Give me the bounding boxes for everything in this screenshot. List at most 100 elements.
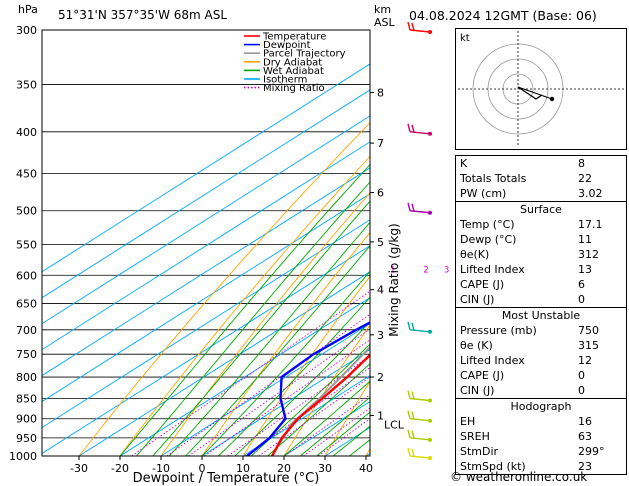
dry-adiabat: [242, 275, 370, 456]
wet-adiabat: [136, 181, 370, 456]
index-value: 22: [578, 172, 592, 185]
x-tick-label: 20: [277, 462, 291, 475]
most-unstable-value: 750: [578, 324, 599, 337]
hodograph-stat-label: StmSpd (kt): [460, 460, 526, 473]
isotherm: [42, 63, 370, 273]
location-title: 51°31'N 357°35'W 68m ASL: [58, 8, 228, 22]
storm-motion-point: [549, 96, 555, 102]
most-unstable-row: CIN (J) 0: [456, 383, 626, 398]
index-label: PW (cm): [460, 187, 507, 200]
hodograph-stat-value: 23: [578, 460, 592, 473]
temperature-line: [271, 353, 370, 456]
most-unstable-label: CIN (J): [460, 384, 495, 397]
isotherm: [42, 141, 370, 351]
height-tick-label: 8: [377, 87, 384, 100]
most-unstable-value: 0: [578, 369, 585, 382]
mixing-ratio-label: 1: [390, 265, 395, 275]
most-unstable-value: 0: [578, 384, 585, 397]
legend-label: Mixing Ratio: [263, 83, 325, 94]
lcl-label: LCL: [384, 419, 405, 432]
pressure-tick-label: 650: [16, 298, 37, 311]
surface-value: 17.1: [578, 218, 603, 231]
pressure-unit: hPa: [18, 3, 38, 16]
most-unstable-label: Pressure (mb): [460, 324, 537, 337]
hodograph-stat-row: StmSpd (kt) 23: [456, 459, 626, 474]
hodograph-stat-label: StmDir: [460, 445, 499, 458]
dewpoint-line: [246, 321, 370, 456]
x-tick-label: -30: [70, 462, 88, 475]
most-unstable-row: θe (K) 315: [456, 338, 626, 353]
surface-value: 0: [578, 293, 585, 306]
isotherm: [42, 89, 370, 299]
x-tick-label: 10: [236, 462, 250, 475]
surface-label: CAPE (J): [460, 278, 505, 291]
surface-title: Surface: [520, 203, 562, 216]
most-unstable-value: 315: [578, 339, 599, 352]
legend-label: Wet Adiabat: [263, 66, 324, 77]
storm-motion-vector: [517, 86, 553, 100]
surface-label: Dewp (°C): [460, 233, 517, 246]
height-tick-label: 2: [377, 371, 384, 384]
pressure-tick-label: 1000: [9, 450, 37, 463]
hodograph-unit: kt: [460, 33, 470, 44]
height-tick-label: 6: [377, 187, 384, 200]
hodograph-stats-title: Hodograph: [510, 400, 572, 413]
surface-label: Lifted Index: [460, 263, 525, 276]
surface-row: θe(K) 312: [456, 247, 626, 262]
height-tick-label: 1: [377, 410, 384, 423]
height-tick-label: 7: [377, 137, 384, 150]
datetime-title: 04.08.2024 12GMT (Base: 06): [409, 8, 597, 23]
legend-label: Isotherm: [263, 75, 307, 86]
wind-barb: [407, 429, 432, 442]
isotherm: [42, 245, 370, 454]
mixing-ratio-line: [188, 328, 370, 456]
dry-adiabat: [119, 155, 370, 456]
x-tick-label: -20: [111, 462, 129, 475]
skewt-chart: 1234681015202530035040045050055060065070…: [9, 21, 450, 486]
height-unit-asl: ASL: [374, 16, 395, 29]
hodograph-stat-row: StmDir 299°: [456, 444, 626, 459]
mixing-ratio-line: [131, 290, 370, 456]
most-unstable-row: Lifted Index 12: [456, 353, 626, 368]
wet-adiabat: [300, 396, 370, 456]
pressure-tick-label: 450: [16, 167, 37, 180]
wet-adiabat: [218, 296, 370, 456]
wet-adiabat: [201, 270, 370, 456]
isotherm: [407, 30, 450, 456]
surface-label: Temp (°C): [460, 218, 515, 231]
wet-adiabat: [234, 321, 370, 456]
surface-row: CAPE (J) 6: [456, 277, 626, 292]
indices-panel: K 8 Totals Totals 22 PW (cm) 3.02 Surface Tem…: [455, 155, 627, 475]
height-unit: km: [374, 3, 392, 16]
dry-adiabat: [448, 30, 450, 456]
most-unstable-label: θe (K): [460, 339, 493, 352]
surface-row: Dewp (°C) 11: [456, 232, 626, 247]
index-row: PW (cm) 3.02: [456, 186, 626, 201]
dry-adiabat: [78, 122, 370, 456]
dry-adiabat: [407, 30, 450, 456]
wet-adiabat: [152, 200, 370, 456]
hodograph: kt: [455, 28, 627, 150]
wind-barb: [407, 410, 432, 423]
surface-value: 11: [578, 233, 592, 246]
x-tick-label: 40: [359, 462, 373, 475]
wind-barb: [407, 21, 432, 34]
surface-row: Lifted Index 13: [456, 262, 626, 277]
pressure-tick-label: 500: [16, 205, 37, 218]
surface-value: 6: [578, 278, 585, 291]
isotherm: [242, 375, 370, 456]
index-row: Totals Totals 22: [456, 171, 626, 186]
pressure-tick-label: 550: [16, 238, 37, 251]
wind-barb: [407, 390, 432, 403]
isotherm: [42, 167, 370, 377]
hodograph-stat-value: 63: [578, 430, 592, 443]
x-tick-label: 30: [318, 462, 332, 475]
height-tick-label: 3: [377, 329, 384, 342]
index-label: Totals Totals: [460, 172, 527, 185]
mixing-ratio-label: 2: [423, 265, 428, 275]
plot-frame: [41, 29, 371, 457]
mixing-ratio-axis-label: Mixing Ratio (g/kg): [387, 223, 401, 336]
isotherm: [78, 271, 370, 456]
most-unstable-row: CAPE (J) 0: [456, 368, 626, 383]
dry-adiabat: [324, 380, 370, 456]
